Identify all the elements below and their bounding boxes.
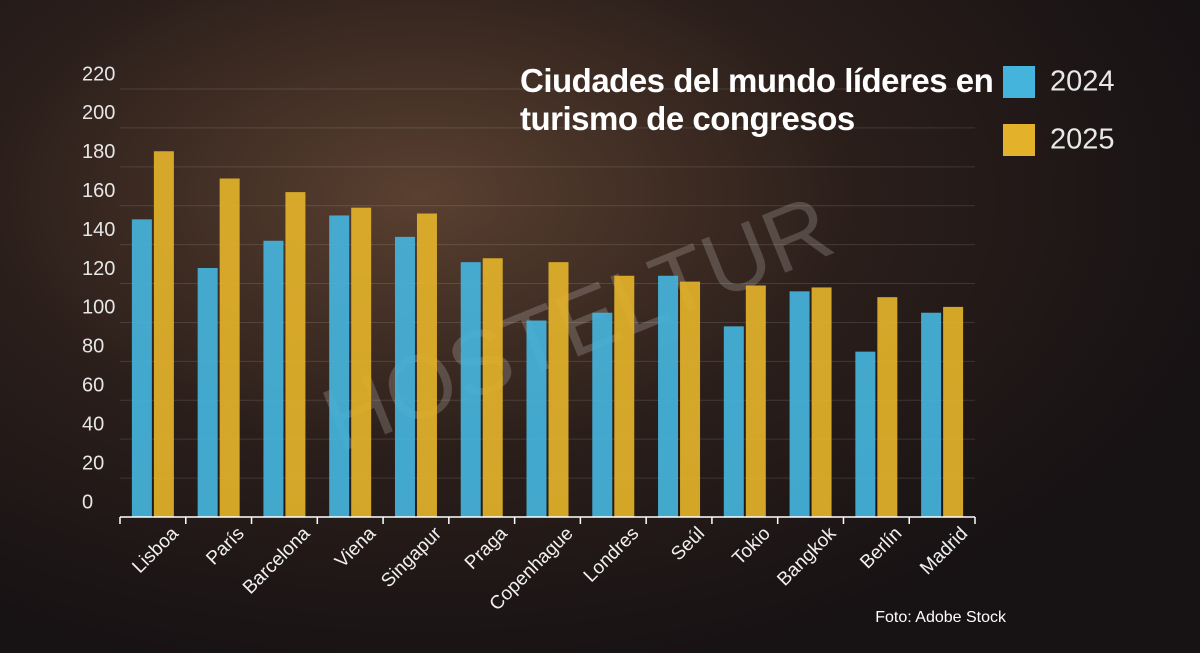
bar	[877, 297, 898, 517]
bar	[614, 275, 635, 517]
bar	[943, 306, 964, 517]
bar	[745, 285, 766, 517]
x-tick-label: Londres	[580, 523, 643, 586]
bar	[351, 207, 372, 517]
x-tick-label: Seúl	[667, 523, 709, 565]
bar	[921, 312, 942, 517]
x-tick-label: Singapur	[377, 523, 446, 592]
legend-swatch	[1003, 124, 1035, 156]
x-tick-label: Lisboa	[128, 523, 183, 578]
bar	[789, 291, 810, 517]
y-tick-label: 20	[82, 452, 104, 474]
bar	[394, 236, 415, 517]
legend-label: 2025	[1050, 124, 1115, 156]
bar	[197, 267, 218, 517]
bar	[855, 351, 876, 517]
y-tick-label: 160	[82, 180, 115, 202]
bar	[658, 275, 679, 517]
y-tick-label: 120	[82, 258, 115, 280]
y-tick-label: 180	[82, 141, 115, 163]
bar	[219, 178, 240, 517]
y-tick-label: 220	[82, 63, 115, 85]
bar	[680, 281, 701, 517]
bar	[131, 219, 152, 517]
y-tick-label: 80	[82, 336, 104, 358]
bar	[723, 326, 744, 517]
bar	[482, 258, 503, 517]
bar	[416, 213, 437, 517]
bar	[329, 215, 350, 518]
x-tick-label: Praga	[461, 523, 512, 574]
y-tick-label: 140	[82, 219, 115, 241]
bar	[285, 192, 306, 518]
bar	[460, 262, 481, 517]
x-tick-label: Tokio	[729, 523, 775, 569]
bar	[263, 240, 284, 517]
y-tick-label: 0	[82, 491, 93, 513]
x-tick-label: Berlín	[856, 523, 906, 573]
x-tick-label: Barcelona	[239, 523, 315, 599]
y-tick-label: 40	[82, 413, 104, 435]
x-tick-label: Bangkok	[773, 523, 840, 590]
y-tick-label: 60	[82, 375, 104, 397]
legend-swatch	[1003, 66, 1035, 98]
x-tick-label: Madrid	[916, 523, 972, 579]
bar	[592, 312, 613, 517]
bar	[526, 320, 547, 517]
photo-credit: Foto: Adobe Stock	[875, 609, 1007, 626]
legend-label: 2024	[1050, 66, 1115, 98]
bar	[811, 287, 832, 517]
bar	[153, 151, 174, 517]
bar	[548, 262, 569, 517]
chart-title: Ciudades del mundo líderes en turismo de…	[520, 62, 994, 137]
x-tick-label: París	[202, 523, 248, 569]
x-tick-label: Viena	[331, 523, 380, 572]
y-tick-label: 100	[82, 297, 115, 319]
y-tick-label: 200	[82, 102, 115, 124]
